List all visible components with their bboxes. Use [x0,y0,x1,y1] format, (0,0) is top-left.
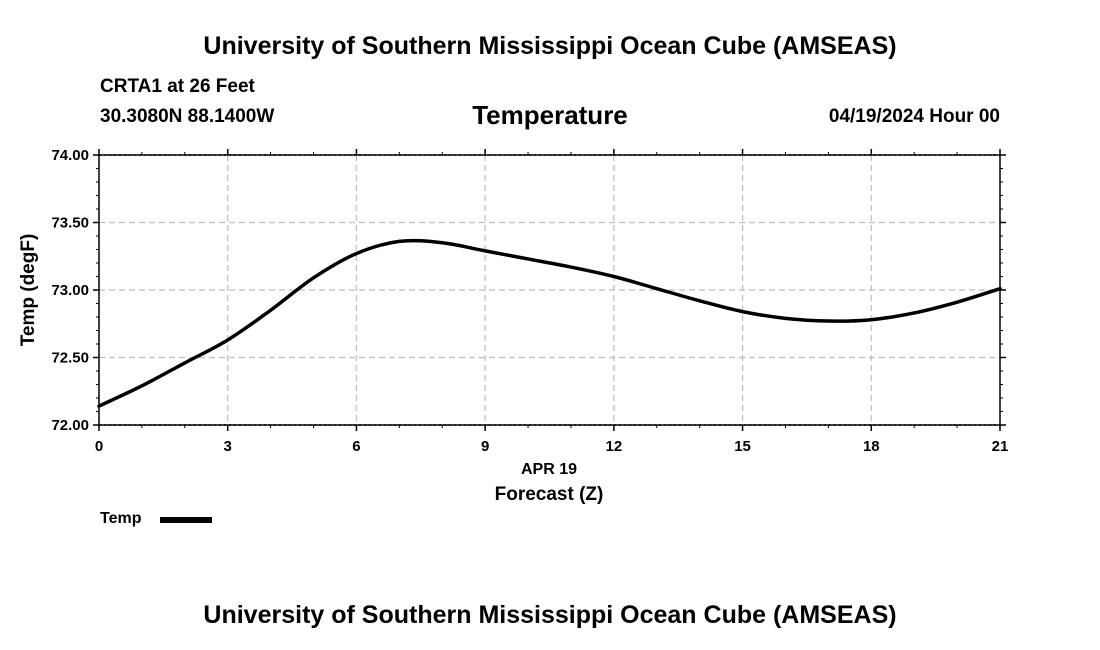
legend-swatch [160,517,212,523]
x-tick-label: 15 [734,438,751,455]
x-tick-label: 6 [352,438,360,455]
y-axis-label: Temp (degF) [18,234,39,347]
parameter-title: Temperature [472,100,628,130]
series-line-temp [97,238,1002,408]
x-tick-label: 0 [95,438,103,455]
y-tick-label: 74.00 [51,147,89,164]
x-tick-label: 18 [863,438,880,455]
chart-title-bottom: University of Southern Mississippi Ocean… [203,601,897,629]
chart-title-top: University of Southern Mississippi Ocean… [203,32,897,60]
legend-label: Temp [100,510,142,527]
temperature-chart: 0 3 6 9 12 15 18 21 72.00 72.50 73.00 73.50 74.00 Te… [18,147,1009,505]
y-tick-label: 72.50 [51,350,89,367]
coordinates-label: 30.3080N 88.1400W [100,106,275,127]
datetime-label: 04/19/2024 Hour 00 [828,106,1000,127]
y-tick-label: 72.00 [51,417,89,434]
x-axis-label: Forecast (Z) [495,484,604,505]
x-tick-label: 3 [224,438,232,455]
station-label: CRTA1 at 26 Feet [100,76,255,97]
y-tick-label: 73.50 [51,215,89,232]
x-tick-label: 12 [606,438,623,455]
x-tick-label: 9 [481,438,489,455]
x-tick-label: 21 [992,438,1009,455]
x-axis-date-label: APR 19 [521,461,577,478]
y-tick-label: 73.00 [51,282,89,299]
